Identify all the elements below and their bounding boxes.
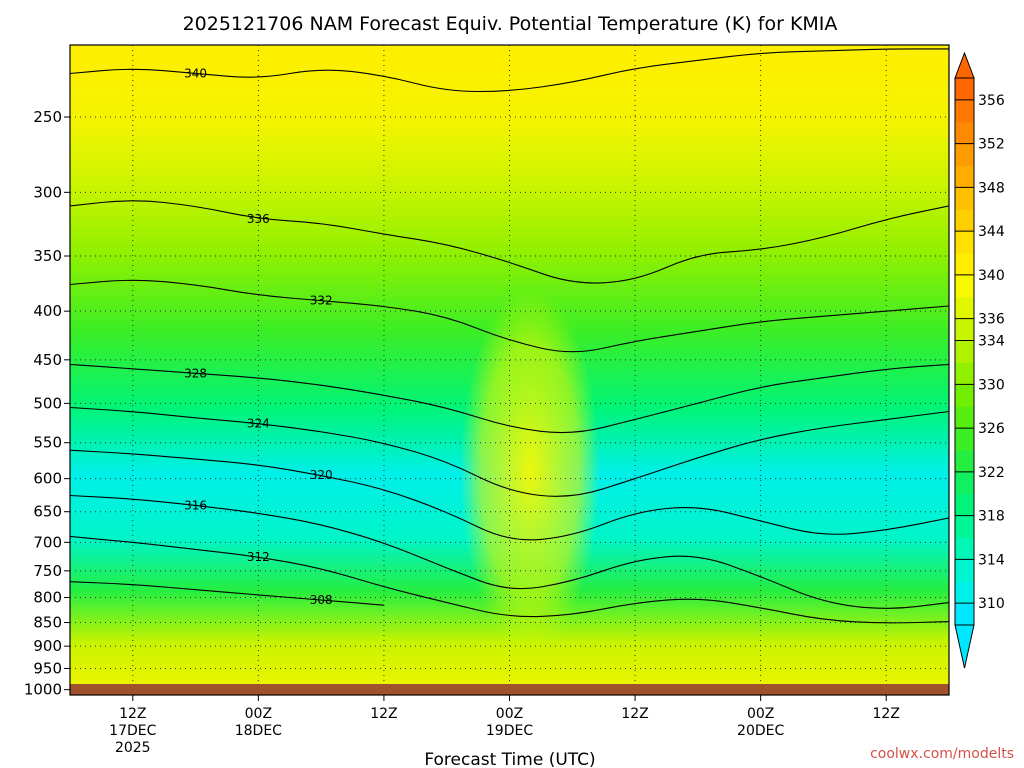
colorbar: 310 314 318 322 326 330 334 336 340 344 348 352 356	[954, 51, 1005, 669]
y-tick-label: 850	[33, 614, 62, 632]
colorbar-max-arrow	[954, 51, 975, 79]
contour-line	[70, 535, 949, 624]
x-tick-label: 12Z	[119, 706, 146, 722]
contour-label: 320	[310, 468, 333, 482]
colorbar-label: 330	[978, 377, 1005, 393]
colorbar-segment	[955, 296, 974, 320]
x-tick-label: 19DEC	[486, 723, 533, 739]
colorbar-segment	[955, 274, 974, 298]
colorbar-segment	[955, 165, 974, 188]
colorbar-label: 344	[978, 224, 1005, 240]
colorbar-frame	[954, 77, 975, 626]
contour-label: 312	[247, 550, 270, 564]
credit-link[interactable]: coolwx.com/modelts	[870, 746, 1014, 762]
contour-label: 332	[310, 294, 333, 308]
contour-line	[70, 406, 949, 497]
colorbar-segment	[955, 384, 974, 407]
colorbar-segment	[955, 231, 974, 254]
contour-label: 324	[247, 416, 270, 430]
y-tick-label: 700	[33, 533, 62, 551]
contour-line	[70, 279, 949, 353]
y-tick-label: 950	[33, 659, 62, 677]
contour-label: 316	[184, 498, 207, 512]
colorbar-label: 322	[978, 465, 1005, 481]
colorbar-segment	[955, 515, 974, 538]
colorbar-segment	[955, 449, 974, 473]
colorbar-label: 356	[978, 93, 1005, 109]
y-tick-label: 350	[33, 247, 62, 265]
y-tick-label: 500	[33, 394, 62, 412]
x-tick-label: 12Z	[873, 706, 900, 722]
chart-title: 2025121706 NAM Forecast Equiv. Potential…	[183, 13, 838, 35]
colorbar-segment	[955, 187, 974, 210]
y-axis-pressure: 250 300 350 400 450 500 550 600 650 700 750 800 850 9…	[24, 108, 70, 699]
colorbar-label: 310	[978, 596, 1005, 612]
x-tick-label: 20DEC	[737, 723, 784, 739]
y-tick-label: 450	[33, 351, 62, 369]
colorbar-segment	[955, 362, 974, 385]
contour-line	[70, 494, 949, 609]
x-tick-label: 12Z	[621, 706, 648, 722]
colorbar-label: 318	[978, 509, 1005, 525]
colorbar-segment	[955, 406, 974, 429]
x-tick-label: 12Z	[370, 706, 397, 722]
contour-lines: 340 336 332 328 324 320 316 312 308	[70, 48, 949, 624]
colorbar-label: 326	[978, 421, 1005, 437]
colorbar-segment	[955, 253, 974, 276]
colorbar-label: 334	[978, 334, 1005, 350]
x-tick-label: 00Z	[496, 706, 523, 722]
contour-label: 308	[310, 593, 333, 607]
contour-label: 340	[184, 66, 207, 80]
colorbar-min-arrow	[954, 624, 975, 669]
colorbar-segment	[955, 340, 974, 363]
below-ground-strip	[70, 684, 949, 695]
colorbar-label: 314	[978, 552, 1005, 568]
contour-line	[70, 363, 949, 434]
moist-plume-shading	[460, 290, 600, 650]
contour-line	[70, 449, 949, 541]
y-tick-label: 550	[33, 434, 62, 452]
contour-line	[70, 581, 384, 606]
x-axis-label: Forecast Time (UTC)	[424, 750, 595, 768]
y-tick-label: 1000	[24, 681, 62, 699]
colorbar-segment	[955, 559, 974, 582]
contour-line	[70, 200, 949, 284]
y-tick-label: 250	[33, 108, 62, 126]
y-tick-label: 300	[33, 183, 62, 201]
colorbar-segment	[955, 209, 974, 232]
x-tick-label: 2025	[115, 740, 151, 756]
colorbar-segment	[955, 99, 974, 123]
colorbar-label: 336	[978, 312, 1005, 328]
colorbar-label: 348	[978, 180, 1005, 196]
y-tick-label: 750	[33, 562, 62, 580]
y-tick-label: 800	[33, 588, 62, 606]
plot-area: 340 336 332 328 324 320 316 312 308	[70, 45, 949, 695]
colorbar-segment	[955, 493, 974, 517]
y-tick-label: 600	[33, 470, 62, 488]
colorbar-label: 340	[978, 268, 1005, 284]
grid	[70, 45, 949, 695]
colorbar-label: 352	[978, 137, 1005, 153]
x-tick-label: 18DEC	[235, 723, 282, 739]
colorbar-segment	[955, 121, 974, 145]
x-tick-label: 17DEC	[109, 723, 156, 739]
y-tick-label: 400	[33, 302, 62, 320]
x-tick-label: 00Z	[747, 706, 774, 722]
colorbar-segment	[955, 471, 974, 495]
y-tick-label: 650	[33, 503, 62, 521]
x-tick-label: 00Z	[245, 706, 272, 722]
contour-label: 328	[184, 366, 207, 380]
colorbar-segment	[955, 537, 974, 560]
y-tick-label: 900	[33, 637, 62, 655]
colorbar-segment	[955, 318, 974, 342]
colorbar-segment	[955, 603, 974, 626]
contour-line	[70, 48, 949, 93]
contour-label: 336	[247, 212, 270, 226]
colorbar-segment	[955, 581, 974, 604]
colorbar-segment	[955, 428, 974, 451]
colorbar-segment	[955, 78, 974, 101]
colorbar-segment	[955, 143, 974, 167]
